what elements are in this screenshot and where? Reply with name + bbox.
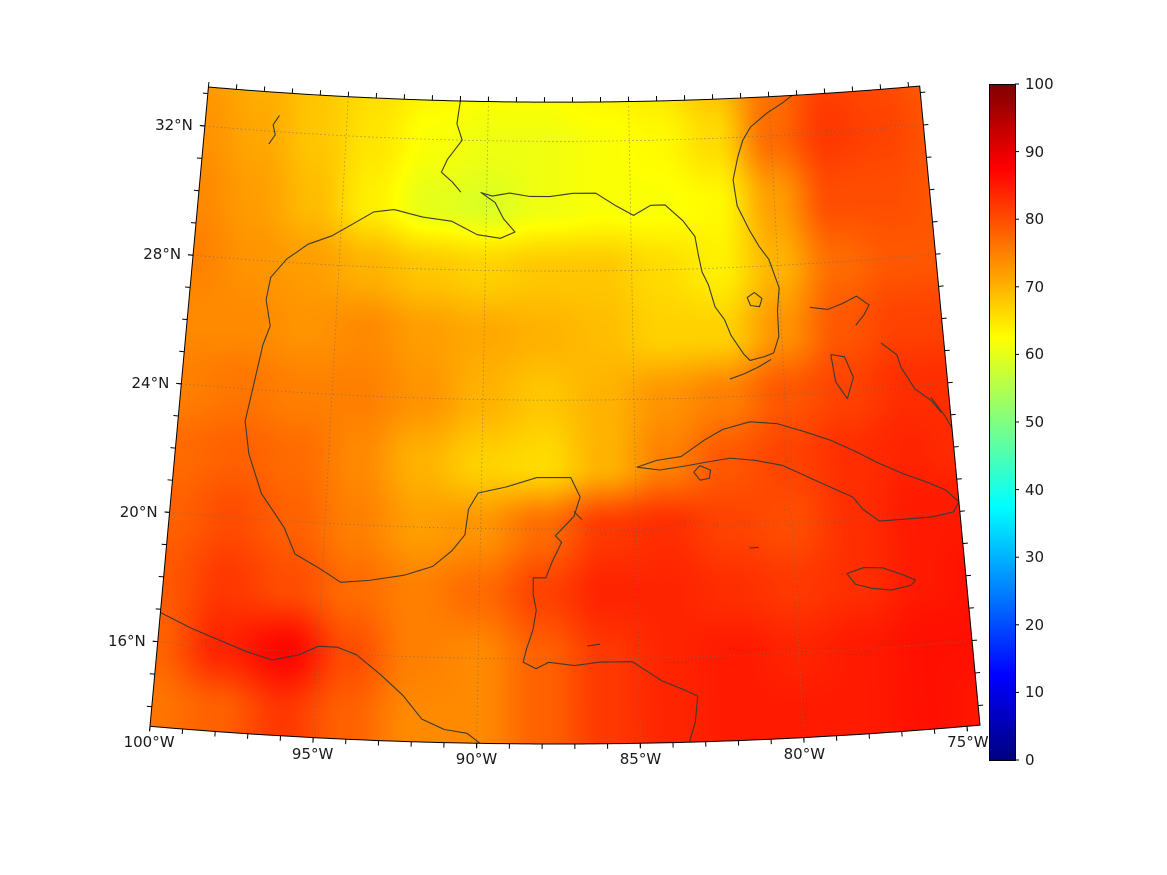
map-heatmap-canvas [0, 0, 1167, 875]
figure: 16°N 20°N 24°N 28°N 32°N 100°W 95°W 90°W 85°W 80°… [0, 0, 1167, 875]
